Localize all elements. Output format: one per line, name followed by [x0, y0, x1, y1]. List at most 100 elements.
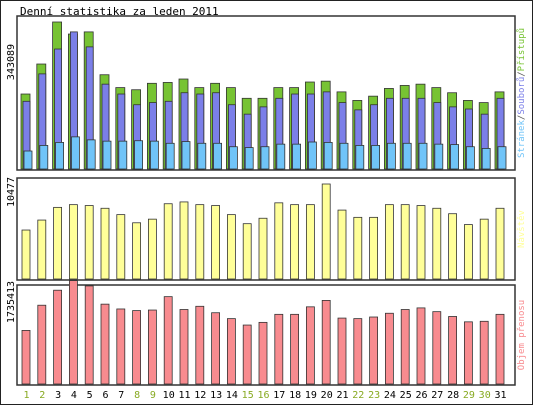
- bar-transfer-objem-přenosu-10: [163, 296, 173, 385]
- bar-visits-návštěv-27: [432, 207, 442, 280]
- tick-label-day-10: 10: [163, 390, 175, 401]
- tick-label-day-13: 13: [210, 390, 222, 401]
- bar-accesses-stránek-17: [276, 143, 286, 170]
- bar-accesses-stránek-2: [39, 145, 49, 170]
- tick-label-day-20: 20: [321, 390, 333, 401]
- bar-visits-návštěv-10: [163, 203, 173, 280]
- tick-label-day-1: 1: [23, 390, 29, 401]
- tick-label-day-30: 30: [479, 390, 491, 401]
- tick-label-day-2: 2: [39, 390, 45, 401]
- bar-transfer-objem-přenosu-1: [21, 330, 31, 385]
- bar-visits-návštěv-9: [147, 218, 157, 280]
- bar-transfer-objem-přenosu-2: [37, 304, 47, 385]
- bar-visits-návštěv-26: [416, 205, 426, 280]
- tick-label-day-24: 24: [384, 390, 396, 401]
- tick-label-day-7: 7: [118, 390, 124, 401]
- bar-visits-návštěv-2: [37, 219, 47, 280]
- legend-entry-návštěv: Návštěv: [516, 210, 527, 248]
- bar-visits-návštěv-14: [226, 214, 236, 280]
- legend-transfer: Objem přenosu: [517, 300, 527, 370]
- bar-accesses-stránek-26: [418, 142, 428, 170]
- bar-visits-návštěv-1: [21, 229, 31, 280]
- legend-entry-objem-přenosu: Objem přenosu: [517, 300, 527, 370]
- tick-label-day-22: 22: [352, 390, 364, 401]
- panel-visits: [16, 177, 516, 281]
- bar-accesses-stránek-16: [260, 146, 270, 170]
- bar-visits-návštěv-18: [290, 204, 300, 280]
- bar-visits-návštěv-29: [463, 224, 473, 280]
- bar-transfer-objem-přenosu-31: [495, 313, 505, 385]
- bar-accesses-stránek-5: [86, 139, 96, 170]
- bar-accesses-stránek-15: [244, 147, 254, 170]
- tick-label-day-26: 26: [415, 390, 427, 401]
- bar-accesses-stránek-30: [481, 148, 491, 170]
- bar-visits-návštěv-30: [479, 218, 489, 280]
- bar-accesses-stránek-1: [23, 150, 33, 170]
- bar-transfer-objem-přenosu-13: [211, 312, 221, 385]
- tick-label-day-14: 14: [226, 390, 238, 401]
- bar-accesses-stránek-19: [307, 141, 317, 170]
- bar-accesses-stránek-31: [497, 146, 507, 170]
- bar-transfer-objem-přenosu-20: [321, 300, 331, 385]
- bar-transfer-objem-přenosu-25: [400, 309, 410, 385]
- tick-label-day-23: 23: [368, 390, 380, 401]
- tick-label-day-15: 15: [242, 390, 254, 401]
- bar-transfer-objem-přenosu-19: [305, 306, 315, 385]
- bar-visits-návštěv-7: [116, 214, 126, 280]
- legend-entry-stránek: Stránek: [517, 120, 527, 159]
- bar-accesses-stránek-28: [450, 144, 460, 170]
- bar-visits-návštěv-6: [100, 207, 110, 280]
- bar-transfer-objem-přenosu-12: [195, 305, 205, 385]
- bar-transfer-objem-přenosu-27: [432, 311, 442, 385]
- bar-transfer-objem-přenosu-17: [274, 313, 284, 385]
- bar-transfer-objem-přenosu-9: [147, 309, 157, 385]
- tick-label-day-5: 5: [87, 390, 93, 401]
- bar-accesses-stránek-21: [339, 142, 349, 170]
- bar-accesses-stránek-6: [102, 140, 112, 170]
- legend-entry-přístupů: Přístupů: [516, 28, 527, 71]
- bar-accesses-stránek-24: [386, 142, 396, 170]
- bar-visits-návštěv-20: [321, 183, 331, 280]
- bar-visits-návštěv-13: [211, 205, 221, 280]
- tick-label-day-4: 4: [71, 390, 77, 401]
- legend-visits: Návštěv: [516, 210, 527, 248]
- bar-accesses-stránek-23: [371, 145, 381, 170]
- bar-transfer-objem-přenosu-8: [132, 310, 142, 385]
- bar-transfer-objem-přenosu-22: [353, 318, 363, 385]
- bar-accesses-stránek-11: [181, 141, 191, 170]
- bar-visits-návštěv-17: [274, 202, 284, 280]
- chart-title: Denní statistika za leden 2011: [20, 5, 219, 18]
- bar-visits-návštěv-5: [84, 205, 94, 280]
- bar-visits-návštěv-12: [195, 204, 205, 280]
- bar-visits-návštěv-21: [337, 209, 347, 280]
- panel-transfer: [16, 284, 516, 386]
- bar-accesses-stránek-18: [292, 143, 302, 170]
- bar-visits-návštěv-23: [369, 216, 379, 280]
- tick-label-day-6: 6: [102, 390, 108, 401]
- bar-visits-návštěv-8: [132, 222, 142, 280]
- tick-label-day-28: 28: [447, 390, 459, 401]
- ymax-label-visits: 10477: [6, 177, 17, 207]
- bar-transfer-objem-přenosu-24: [384, 312, 394, 385]
- bar-visits-návštěv-24: [384, 204, 394, 280]
- tick-label-day-25: 25: [400, 390, 412, 401]
- bar-transfer-objem-přenosu-16: [258, 321, 268, 385]
- tick-label-day-18: 18: [289, 390, 301, 401]
- bar-accesses-stránek-7: [118, 140, 128, 170]
- bar-accesses-stránek-29: [465, 146, 475, 170]
- bar-visits-návštěv-3: [53, 206, 62, 280]
- bar-accesses-stránek-20: [323, 142, 333, 170]
- tick-label-day-3: 3: [55, 390, 61, 401]
- tick-label-day-27: 27: [431, 390, 443, 401]
- bar-visits-návštěv-31: [495, 207, 505, 280]
- tick-label-day-12: 12: [194, 390, 206, 401]
- bar-transfer-objem-přenosu-15: [242, 324, 252, 385]
- bar-transfer-objem-přenosu-14: [226, 318, 236, 385]
- tick-label-day-8: 8: [134, 390, 140, 401]
- bar-transfer-objem-přenosu-23: [369, 316, 379, 385]
- bar-transfer-objem-přenosu-4: [69, 280, 78, 385]
- bar-visits-návštěv-22: [353, 216, 363, 280]
- bar-visits-návštěv-11: [179, 201, 189, 280]
- bar-accesses-stránek-8: [134, 140, 144, 170]
